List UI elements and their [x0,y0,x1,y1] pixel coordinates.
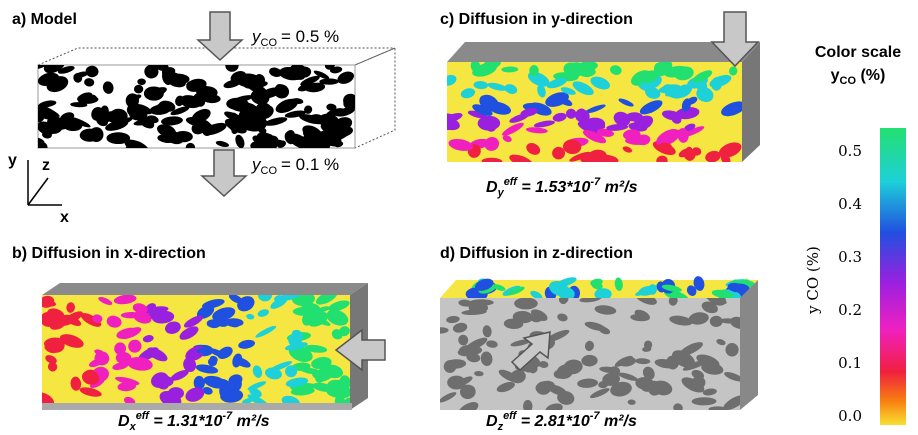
boundary-label: yCO= 0.5 % [251,27,339,49]
scale-subtitle: yCO (%) [831,67,886,87]
color-bar [880,128,906,425]
scale-tick-label: 0.2 [838,301,862,319]
value: = 2.81*10 [516,413,590,430]
value: = 0.1 % [281,155,339,174]
subscript: CO [261,37,278,49]
panel-title: d) Diffusion in z-direction [440,245,633,262]
boundary-label: yCO= 0.1 % [251,155,339,177]
panel-c: c) Diffusion in y-direction Dyeff = 1.53… [436,11,760,199]
subscript: y [497,187,505,199]
axis-label: x [60,209,69,226]
scale-tick-label: 0.4 [838,195,862,213]
subscript: z [497,421,504,433]
pore [168,387,184,399]
symbol: D [118,413,130,430]
symbol: D [486,179,498,196]
axis-label: z [42,157,50,174]
scale-tick-label: 0.1 [838,354,862,372]
symbol: D [486,413,498,430]
pore [626,112,643,121]
box-side [355,48,395,148]
slab-top [447,42,760,62]
equation: Dxeff = 1.31*10-7 m²/s [118,410,270,433]
panel-title: b) Diffusion in x-direction [12,245,206,262]
value: = 1.53*10 [517,179,591,196]
slab-side [742,42,760,162]
unit: m²/s [600,179,637,196]
arrow-down [198,12,242,60]
equation: Dzeff = 2.81*10-7 m²/s [486,410,637,433]
scale-title: Color scale [815,44,901,61]
panel-d: d) Diffusion in z-direction Dzeff = 2.81… [433,245,758,433]
slab-top [42,283,368,295]
panel-a: a) Model yCO= 0.5 % yCO= 0.1 % y z x [8,11,395,226]
axis [28,178,48,205]
scale-axis-label: y CO (%) [804,246,822,315]
equation: Dyeff = 1.53*10-7 m²/s [486,176,638,199]
unit: m²/s [600,413,637,430]
pore [644,340,652,349]
panel-b: b) Diffusion in x-direction Dxeff = 1.31… [12,245,385,433]
panel-title: c) Diffusion in y-direction [440,11,633,28]
scale-tick-label: 0.0 [838,407,862,425]
unit: (%) [856,67,885,84]
unit: m²/s [232,413,269,430]
value: = 1.31*10 [149,413,223,430]
pore [514,297,538,309]
symbol: y [831,67,840,84]
scale-tick-label: 0.5 [838,142,862,160]
subscript: CO [840,75,857,87]
panel-title: a) Model [12,11,77,28]
slab-side [740,280,758,410]
subscript: CO [261,165,278,177]
color-scale: Color scale yCO (%) y CO (%) 0.5 0.4 0.3 0.… [804,44,906,425]
figure: a) Model yCO= 0.5 % yCO= 0.1 % y z x b) … [0,0,918,435]
arrow-down [202,150,246,196]
slab-base [42,403,352,410]
value: = 0.5 % [281,27,339,46]
scale-tick-label: 0.3 [838,248,862,266]
pore [106,132,130,144]
subscript: x [129,421,137,433]
axis-label: y [8,152,17,169]
